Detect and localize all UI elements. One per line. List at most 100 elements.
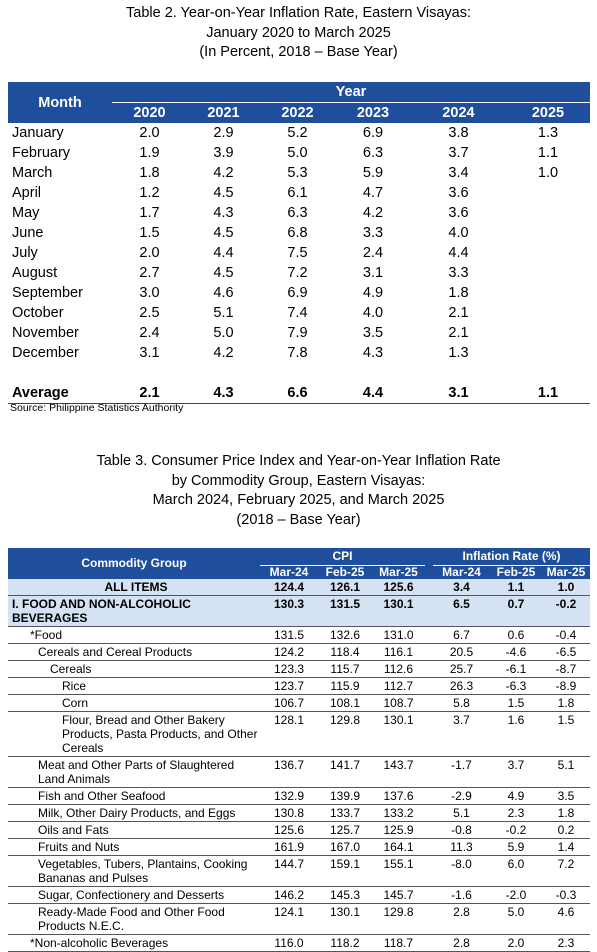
value-cell: 7.2: [287, 265, 308, 281]
inflation-cell: 4.6: [542, 903, 591, 935]
cpi-cell: 125.6: [372, 579, 425, 596]
cpi-cell: 123.7: [260, 677, 318, 695]
spacer: [425, 694, 433, 712]
cpi-cell: 167.0: [318, 838, 372, 856]
period-label: Mar-25: [372, 565, 425, 579]
inflation-cell: -0.3: [542, 886, 591, 904]
spacer: [425, 626, 433, 644]
value-cell: 1.3: [537, 125, 559, 141]
row: January 2.0 2.9 5.2 6.9 3.8 1.3: [8, 123, 590, 143]
empty-cell: [506, 223, 590, 243]
cpi-cell: 143.7: [372, 756, 425, 788]
value-cell: 3.1: [139, 345, 160, 361]
inflation-cell: -4.6: [490, 643, 542, 661]
cpi-cell: 130.1: [372, 595, 425, 627]
cpi-cell: 118.2: [318, 934, 372, 952]
inflation-cell: 2.3: [542, 934, 591, 952]
row: Rice 123.7 115.9 112.7 26.3 -6.3 -8.9: [8, 677, 591, 695]
empty-cell: [411, 363, 506, 383]
row: *Non-alcoholic Beverages 116.0 118.2 118.7 2…: [8, 934, 591, 952]
value-cell: 4.6: [213, 285, 234, 301]
value-cell: 4.2: [362, 205, 384, 221]
period-label: Mar-24: [260, 565, 318, 579]
inflation-cell: 6.5: [433, 595, 490, 627]
inflation-cell: 2.0: [490, 934, 542, 952]
value-cell: 3.3: [362, 225, 384, 241]
row-label: May: [12, 205, 40, 221]
row-label: February: [12, 145, 71, 161]
cpi-cell: 123.3: [260, 660, 318, 678]
empty-cell: [8, 363, 112, 383]
cpi-cell: 115.9: [318, 677, 372, 695]
cpi-cell: 112.6: [372, 660, 425, 678]
spacer: [425, 677, 433, 695]
value-cell: 3.6: [448, 205, 469, 221]
value-cell: 4.3: [213, 205, 234, 221]
value-cell: 7.9: [287, 325, 308, 341]
empty-cell: [506, 183, 590, 203]
cpi-cell: 129.8: [372, 903, 425, 935]
inflation-table: Month Year 2020 2021 2022 2023 2024 2025 Janu…: [8, 82, 590, 404]
value-cell: 4.9: [362, 285, 384, 301]
cpi-cell: 116.1: [372, 643, 425, 661]
inflation-cell: 5.9: [490, 838, 542, 856]
row: Cereals 123.3 115.7 112.6 25.7 -6.1 -8.7: [8, 660, 591, 678]
inflation-cell: 1.8: [542, 804, 591, 822]
value-cell: 4.2: [213, 345, 234, 361]
period-label: Mar-25: [542, 565, 591, 579]
empty-cell: [112, 363, 187, 383]
year-label: 2021: [187, 102, 260, 123]
inflation-cell: 4.9: [490, 787, 542, 805]
inflation-cell: 26.3: [433, 677, 490, 695]
value-cell: 2.0: [139, 245, 160, 261]
cpi-cell: 129.8: [318, 711, 372, 757]
cpi-cell: 146.2: [260, 886, 318, 904]
value-cell: 2.1: [448, 305, 469, 321]
cpi-cell: 131.0: [372, 626, 425, 644]
row: Cereals and Cereal Products 124.2 118.4 116…: [8, 643, 591, 661]
inflation-cell: -2.9: [433, 787, 490, 805]
cpi-cell: 164.1: [372, 838, 425, 856]
cpi-cell: 133.7: [318, 804, 372, 822]
cpi-cell: 130.1: [372, 711, 425, 757]
row-label: Fruits and Nuts: [8, 838, 260, 856]
row: Oils and Fats 125.6 125.7 125.9 -0.8 -0.2 0.2: [8, 821, 591, 839]
cpi-cell: 124.4: [260, 579, 318, 596]
inflation-cell: 2.3: [490, 804, 542, 822]
value-cell: 1.7: [139, 205, 160, 221]
row-label: *Food: [8, 626, 260, 644]
cpi-cell: 131.5: [260, 626, 318, 644]
row: September 3.0 4.6 6.9 4.9 1.8: [8, 283, 590, 303]
inflation-cell: 3.7: [490, 756, 542, 788]
empty-cell: [506, 263, 590, 283]
cpi-cell: 124.1: [260, 903, 318, 935]
value-cell: 4.0: [448, 225, 469, 241]
row-label: Sugar, Confectionery and Desserts: [8, 886, 260, 904]
cpi-cell: 108.7: [372, 694, 425, 712]
row-label: April: [12, 185, 42, 201]
title-line: (2018 – Base Year): [236, 511, 361, 528]
row: Vegetables, Tubers, Plantains, Cooking B…: [8, 855, 591, 887]
row: Milk, Other Dairy Products, and Eggs 130.…: [8, 804, 591, 822]
cpi-cell: 130.8: [260, 804, 318, 822]
year-label: 2024: [411, 102, 506, 123]
inflation-cell: 1.6: [490, 711, 542, 757]
inflation-cell: -8.0: [433, 855, 490, 887]
row: Flour, Bread and Other Bakery Products, …: [8, 711, 591, 757]
month-header: Month: [8, 82, 112, 123]
inflation-cell: -1.6: [433, 886, 490, 904]
period-label: Mar-24: [433, 565, 490, 579]
spacer: [425, 838, 433, 856]
cpi-cell: 128.1: [260, 711, 318, 757]
inflation-cell: 1.5: [490, 694, 542, 712]
inflation-cell: 3.7: [433, 711, 490, 757]
value-cell: 4.4: [213, 245, 234, 261]
value-cell: 7.8: [287, 345, 308, 361]
inflation-cell: 6.7: [433, 626, 490, 644]
value-cell: 4.4: [448, 245, 469, 261]
row-label: *Non-alcoholic Beverages: [8, 934, 260, 952]
row: February 1.9 3.9 5.0 6.3 3.7 1.1: [8, 143, 590, 163]
inflation-cell: 2.8: [433, 903, 490, 935]
inflation-cell: -2.0: [490, 886, 542, 904]
